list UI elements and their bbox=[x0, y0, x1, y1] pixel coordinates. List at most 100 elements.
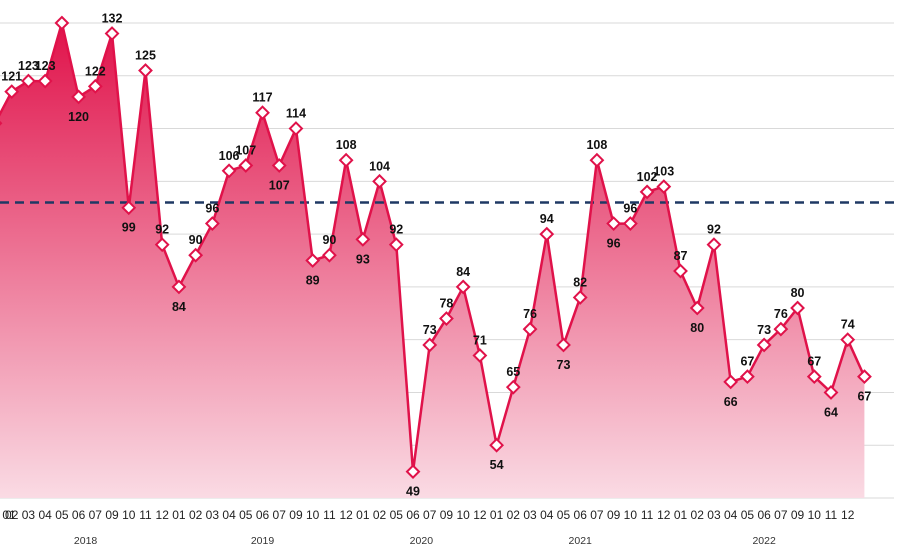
data-point-marker bbox=[539, 226, 555, 242]
series-area-fill bbox=[0, 23, 865, 498]
month-tick-label: 09 bbox=[105, 508, 119, 522]
year-label: 2019 bbox=[251, 535, 275, 547]
month-tick-label: 06 bbox=[757, 508, 771, 522]
data-label: 123 bbox=[18, 59, 39, 73]
data-label: 80 bbox=[690, 321, 704, 335]
data-point-marker bbox=[372, 173, 387, 189]
month-tick-label: 12 bbox=[473, 508, 487, 522]
data-label: 106 bbox=[219, 149, 240, 163]
month-tick-label: 05 bbox=[239, 508, 253, 522]
month-tick-label: 12 bbox=[156, 508, 170, 522]
month-tick-label: 01 bbox=[2, 508, 16, 522]
data-label: 107 bbox=[235, 144, 256, 158]
month-tick-label: 09 bbox=[607, 508, 621, 522]
month-tick-label: 02 bbox=[373, 508, 387, 522]
month-tick-label: 07 bbox=[273, 508, 287, 522]
data-label: 99 bbox=[122, 221, 136, 235]
month-tick-label: 02 bbox=[507, 508, 521, 522]
month-tick-label: 10 bbox=[456, 508, 470, 522]
data-point-marker bbox=[556, 337, 571, 353]
data-point-marker bbox=[104, 26, 120, 41]
month-tick-label: 10 bbox=[306, 508, 320, 522]
month-tick-label: 01 bbox=[172, 508, 186, 522]
data-label: 78 bbox=[439, 297, 453, 311]
month-tick-label: 11 bbox=[139, 508, 152, 522]
data-label: 90 bbox=[322, 233, 336, 247]
data-markers bbox=[0, 15, 872, 480]
data-label: 114 bbox=[286, 107, 306, 121]
data-point-marker bbox=[656, 179, 672, 195]
data-label: 121 bbox=[1, 70, 22, 84]
month-tick-label: 05 bbox=[390, 508, 404, 522]
data-label: 73 bbox=[757, 323, 771, 337]
data-point-marker bbox=[87, 78, 103, 94]
data-label: 96 bbox=[607, 237, 621, 251]
data-point-marker bbox=[422, 337, 438, 353]
year-label: 2022 bbox=[752, 535, 776, 547]
month-tick-label: 12 bbox=[339, 508, 353, 522]
data-label: 84 bbox=[172, 300, 186, 314]
data-label: 89 bbox=[306, 274, 320, 288]
data-label: 80 bbox=[791, 286, 805, 300]
data-label: 49 bbox=[406, 485, 420, 499]
data-point-marker bbox=[572, 290, 588, 305]
month-tick-label: 12 bbox=[657, 508, 671, 522]
data-point-marker bbox=[857, 369, 872, 385]
month-tick-label: 04 bbox=[724, 508, 738, 522]
month-tick-label: 11 bbox=[825, 508, 838, 522]
month-tick-label: 07 bbox=[89, 508, 103, 522]
month-tick-label: 09 bbox=[289, 508, 303, 522]
data-point-marker bbox=[689, 300, 705, 316]
data-label: 92 bbox=[155, 223, 169, 237]
data-point-marker bbox=[255, 105, 270, 121]
data-label: 65 bbox=[506, 365, 520, 379]
data-labels: 1211231231201221329912592849096106107117… bbox=[1, 12, 871, 499]
data-point-marker bbox=[271, 158, 287, 173]
data-label: 73 bbox=[423, 323, 437, 337]
month-tick-label: 07 bbox=[423, 508, 437, 522]
data-point-marker bbox=[606, 216, 622, 231]
month-tick-label: 03 bbox=[523, 508, 537, 522]
data-point-marker bbox=[489, 437, 505, 453]
data-label: 123 bbox=[35, 59, 56, 73]
data-point-marker bbox=[706, 237, 722, 253]
data-point-marker bbox=[37, 73, 53, 89]
data-label: 90 bbox=[189, 233, 203, 247]
data-label: 64 bbox=[824, 405, 838, 419]
data-label: 117 bbox=[252, 91, 272, 105]
data-label: 76 bbox=[523, 307, 537, 321]
data-point-marker bbox=[388, 237, 404, 253]
month-tick-label: 04 bbox=[540, 508, 554, 522]
data-label: 67 bbox=[740, 355, 754, 369]
month-tick-label: 11 bbox=[641, 508, 654, 522]
data-label: 96 bbox=[205, 202, 219, 216]
month-tick-label: 09 bbox=[791, 508, 805, 522]
month-tick-label: 02 bbox=[189, 508, 203, 522]
data-label: 84 bbox=[456, 265, 470, 279]
data-label: 66 bbox=[724, 395, 738, 409]
month-tick-label: 02 bbox=[5, 508, 19, 522]
month-tick-label: 05 bbox=[741, 508, 755, 522]
month-tick-label: 11 bbox=[323, 508, 336, 522]
data-point-marker bbox=[305, 253, 321, 268]
data-point-marker bbox=[840, 332, 856, 348]
data-label: 73 bbox=[557, 358, 571, 372]
data-point-marker bbox=[21, 73, 36, 89]
data-point-marker bbox=[0, 120, 3, 126]
data-point-marker bbox=[154, 237, 170, 253]
month-tick-label: 09 bbox=[440, 508, 454, 522]
month-tick-label: 01 bbox=[356, 508, 370, 522]
month-tick-label: 03 bbox=[22, 508, 36, 522]
data-point-marker bbox=[472, 348, 488, 363]
data-point-marker bbox=[321, 247, 337, 263]
data-point-marker bbox=[405, 464, 421, 480]
data-point-marker bbox=[455, 279, 471, 295]
month-tick-label: 02 bbox=[691, 508, 705, 522]
data-label: 74 bbox=[841, 318, 855, 332]
month-tick-label: 01 bbox=[490, 508, 504, 522]
month-tick-label: 03 bbox=[206, 508, 220, 522]
data-point-marker bbox=[622, 216, 638, 231]
month-tick-label: 10 bbox=[624, 508, 638, 522]
